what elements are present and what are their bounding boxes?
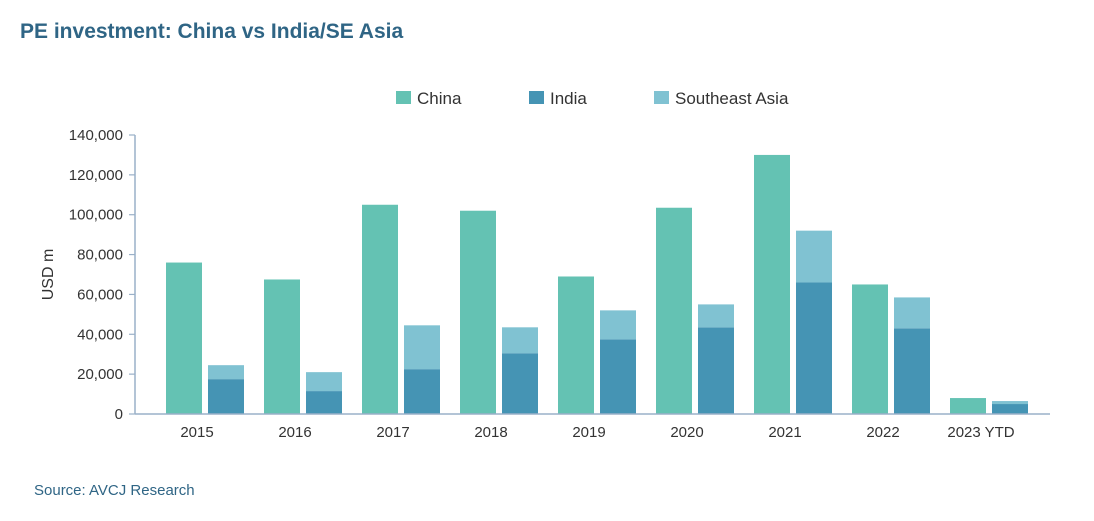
bar-china-2016: [264, 279, 300, 414]
bar-china-2022: [852, 284, 888, 414]
y-tick-label: 120,000: [69, 167, 123, 184]
x-tick-label: 2017: [376, 424, 409, 441]
legend-swatch-southeast-asia: [654, 91, 669, 104]
bar-southeast-asia-2016: [306, 372, 342, 392]
bars: [166, 154, 1028, 414]
legend-label-southeast-asia: Southeast Asia: [675, 89, 789, 108]
y-tick-label: 20,000: [77, 366, 123, 383]
y-axis: 0 20,000 40,000 60,000 80,000 100,000 120,000 1…: [40, 127, 136, 423]
y-tick-label: 100,000: [69, 207, 123, 224]
bar-china-2020: [656, 207, 692, 414]
bar-india-2020: [698, 327, 734, 414]
y-axis-title: USD m: [40, 249, 57, 301]
source-note: Source: AVCJ Research: [34, 482, 195, 499]
x-axis: 2015 2016 2017 2018 2019 2020 2021 2022 2023 YTD: [135, 413, 1050, 441]
bar-southeast-asia-2022: [894, 297, 930, 329]
x-tick-label: 2016: [278, 424, 311, 441]
legend-swatch-china: [396, 91, 411, 104]
bar-china-2021: [754, 154, 790, 414]
bar-china-2018: [460, 210, 496, 414]
bar-southeast-asia-2021: [796, 230, 832, 283]
bar-india-2023-ytd: [992, 404, 1028, 414]
y-tick-label: 40,000: [77, 326, 123, 343]
bar-china-2015: [166, 262, 202, 414]
bar-india-2019: [600, 339, 636, 414]
bar-india-2022: [894, 328, 930, 414]
legend-label-india: India: [550, 89, 587, 108]
x-tick-label: 2022: [866, 424, 899, 441]
chart-title: PE investment: China vs India/SE Asia: [20, 20, 404, 43]
legend-swatch-india: [529, 91, 544, 104]
bar-india-2021: [796, 282, 832, 414]
y-tick-label: 80,000: [77, 247, 123, 264]
x-tick-label: 2018: [474, 424, 507, 441]
x-tick-label: 2021: [768, 424, 801, 441]
legend: China India Southeast Asia: [396, 89, 789, 108]
bar-china-2017: [362, 204, 398, 414]
bar-china-2023-ytd: [950, 398, 986, 414]
bar-southeast-asia-2017: [404, 325, 440, 370]
bar-southeast-asia-2018: [502, 327, 538, 354]
y-tick-label: 140,000: [69, 127, 123, 144]
bar-southeast-asia-2019: [600, 310, 636, 340]
x-tick-label: 2015: [180, 424, 213, 441]
y-tick-label: 0: [115, 406, 123, 423]
bar-india-2016: [306, 391, 342, 414]
x-tick-label: 2023 YTD: [947, 424, 1014, 441]
bar-india-2017: [404, 369, 440, 414]
legend-label-china: China: [417, 89, 462, 108]
bar-india-2018: [502, 353, 538, 414]
bar-southeast-asia-2015: [208, 365, 244, 380]
x-tick-label: 2020: [670, 424, 703, 441]
bar-southeast-asia-2020: [698, 304, 734, 328]
bar-southeast-asia-2023-ytd: [992, 401, 1028, 405]
bar-india-2015: [208, 379, 244, 414]
x-tick-label: 2019: [572, 424, 605, 441]
bar-china-2019: [558, 276, 594, 414]
y-tick-label: 60,000: [77, 286, 123, 303]
